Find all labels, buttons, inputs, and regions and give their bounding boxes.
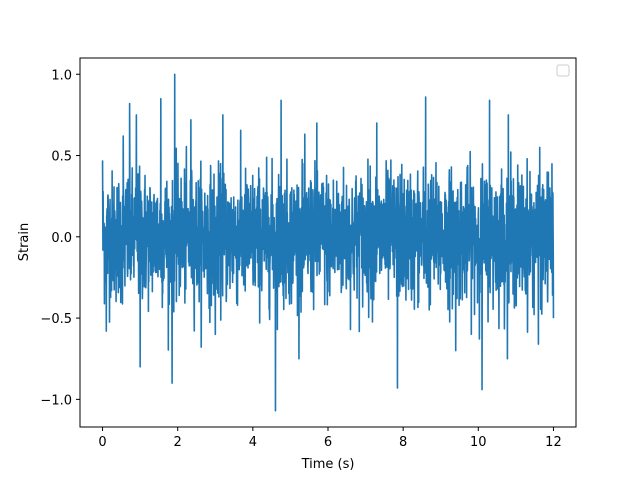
x-axis-ticks: 0 2 4 6 8 10 12: [98, 427, 562, 450]
y-tick-label: 1.0: [51, 68, 72, 83]
y-axis-ticks: −1.0 −0.5 0.0 0.5 1.0: [40, 68, 80, 408]
x-tick-label: 10: [470, 435, 487, 450]
x-tick-label: 2: [174, 435, 182, 450]
x-tick-label: 6: [324, 435, 332, 450]
x-tick-label: 4: [249, 435, 257, 450]
y-tick-label: 0.5: [51, 150, 72, 165]
x-tick-label: 12: [545, 435, 562, 450]
y-tick-label: 0.0: [51, 231, 72, 246]
strain-series-line: [101, 73, 555, 412]
x-tick-label: 0: [98, 435, 106, 450]
y-tick-label: −0.5: [40, 312, 72, 327]
y-tick-label: −1.0: [40, 393, 72, 408]
x-tick-label: 8: [399, 435, 407, 450]
y-axis-label: Strain: [17, 223, 32, 262]
x-axis-label: Time (s): [301, 457, 355, 472]
legend-box: [556, 64, 570, 77]
series-layer: [101, 73, 555, 412]
